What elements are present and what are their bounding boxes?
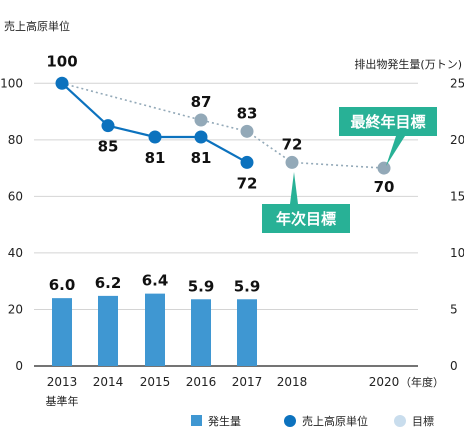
left-tick-label: 60	[8, 189, 23, 203]
actual-point	[101, 119, 115, 133]
target-point	[377, 161, 391, 175]
target-value-label: 72	[282, 135, 303, 153]
bars	[52, 293, 257, 366]
target-value-label: 83	[237, 104, 258, 122]
left-tick-label: 20	[8, 302, 23, 316]
right-tick-label: 15	[450, 189, 464, 203]
x-tick-label: 2018	[277, 375, 308, 389]
target-point	[285, 155, 299, 169]
x-axis-suffix: （年度）	[400, 375, 444, 389]
target-point	[194, 113, 208, 127]
actual-point	[148, 130, 162, 144]
legend-label: 目標	[412, 414, 434, 428]
x-tick-label: 2015	[140, 375, 171, 389]
actual-point	[55, 76, 69, 90]
lines	[55, 76, 391, 175]
legend-marker	[191, 415, 202, 426]
actual-value-label: 72	[237, 174, 258, 192]
target-value-label: 87	[191, 93, 212, 111]
left-tick-label: 80	[8, 133, 23, 147]
actual-value-label: 85	[98, 138, 119, 156]
left-tick-label: 0	[15, 359, 23, 373]
right-tick-label: 20	[450, 133, 464, 147]
base-year-label: 基準年	[46, 394, 79, 408]
bar	[237, 299, 257, 366]
right-tick-label: 0	[450, 359, 458, 373]
right-tick-label: 5	[450, 302, 458, 316]
x-tick-label: 2017	[232, 375, 263, 389]
annotation-label: 最終年目標	[350, 113, 425, 131]
annotation-tail	[290, 172, 298, 204]
bar-value-label: 5.9	[188, 277, 215, 295]
x-tick-label: 2016	[186, 375, 217, 389]
legend-label: 売上高原単位	[302, 414, 368, 428]
actual-value-label: 81	[145, 149, 166, 167]
annotations: 年次目標 最終年目標	[262, 107, 437, 233]
target-point	[240, 124, 254, 138]
right-tick-label: 10	[450, 246, 464, 260]
bar-value-label: 5.9	[234, 277, 261, 295]
legend: 発生量 売上高原単位 目標	[191, 414, 434, 428]
bar-value-label: 6.4	[142, 272, 169, 290]
left-tick-label: 100	[0, 76, 23, 90]
bar	[98, 295, 118, 366]
actual-point	[240, 155, 254, 169]
annotation-tail	[386, 136, 405, 166]
x-tick-label: 2013	[47, 375, 78, 389]
legend-label: 発生量	[208, 414, 241, 428]
bar-value-label: 6.2	[95, 274, 122, 292]
left-tick-label: 40	[8, 246, 23, 260]
bar	[52, 298, 72, 366]
annotation-label: 年次目標	[276, 210, 336, 228]
left-axis-title: 売上高原単位	[4, 19, 70, 33]
x-tick-label: 2020	[369, 375, 400, 389]
right-axis-title: 排出物発生量(万トン)	[354, 57, 462, 71]
right-tick-label: 25	[450, 76, 464, 90]
annotation-box	[262, 204, 350, 233]
x-tick-label: 2014	[93, 375, 124, 389]
legend-marker	[284, 415, 296, 427]
actual-point	[194, 130, 208, 144]
bar-value-label: 6.0	[49, 276, 76, 294]
actual-value-label: 81	[191, 149, 212, 167]
annotation-box	[339, 107, 437, 136]
bar	[191, 299, 211, 366]
legend-marker	[394, 415, 406, 427]
bar	[145, 293, 165, 366]
actual-value-label: 100	[46, 52, 77, 70]
target-value-label: 70	[374, 178, 395, 196]
